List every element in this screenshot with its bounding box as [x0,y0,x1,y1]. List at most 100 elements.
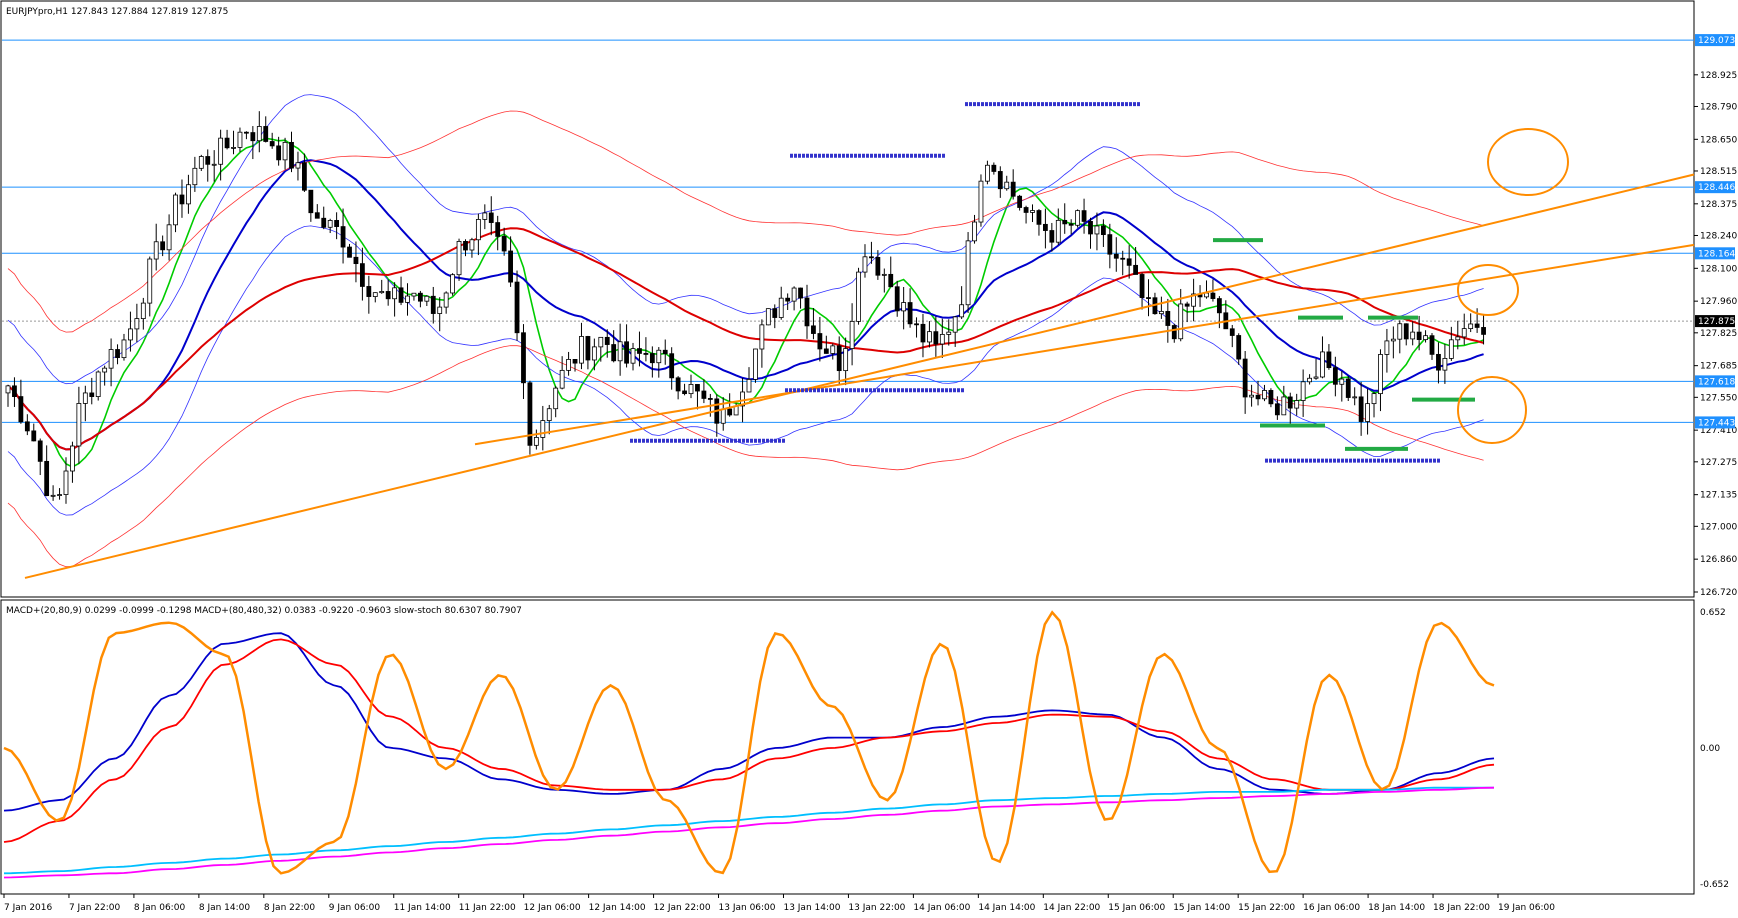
candle-body [140,302,146,320]
candle-body [31,430,37,442]
candle-body [424,295,430,302]
candle-body [1390,338,1396,342]
candle-body [997,171,1003,190]
candle-body [179,194,185,205]
candle-body [933,331,939,345]
candle-body [740,391,745,407]
candle-body [89,392,95,397]
candle-body [1281,396,1287,416]
candle-body [1107,234,1113,255]
candle-body [1294,400,1300,409]
candle-body [218,137,224,165]
candle-body [37,440,43,462]
candle-body [830,345,836,354]
price-header: EURJPYpro,H1 127.843 127.884 127.819 127… [6,7,228,17]
candle-body [856,271,861,322]
candle-body [1268,390,1274,405]
candle-body [1216,298,1222,314]
candle-body [811,325,816,334]
candle-body [488,212,494,223]
candle-body [533,437,539,446]
candle-body [24,421,30,432]
y-tick-label: 128.790 [1700,102,1737,112]
candle-body [1397,323,1403,340]
candle-body [637,348,642,354]
candle-body [456,241,462,276]
candle-body [862,256,868,273]
candle-body [1287,396,1293,409]
candle-body [463,241,468,251]
candle-body [1158,310,1164,315]
candle-body [643,353,649,355]
candle-body [1184,303,1190,307]
trendline-2 [474,243,1695,446]
candle-body [44,460,50,497]
candle-body [804,297,810,327]
candle-body [366,286,372,297]
candle-body [173,194,178,226]
candle-body [1010,181,1016,197]
level-tag [1695,416,1735,429]
candle-body [437,306,443,314]
candle-body [836,345,842,372]
candle-body [572,359,578,364]
level-tag [1695,247,1735,260]
candle-body [115,349,120,359]
candle-body [985,164,990,182]
candle-body [5,385,11,394]
indicator-line-2 [3,786,1494,875]
candle-body [566,359,571,371]
candle-body [70,445,75,472]
y-tick-label: 128.375 [1700,200,1737,210]
y-tick-label: 126.860 [1700,555,1737,565]
candle-body [843,348,849,372]
candle-body [952,316,958,333]
candle-body [224,137,230,149]
candle-body [514,281,520,334]
level-tag [1695,375,1735,388]
candle-body [907,302,913,325]
candle-body [888,273,894,288]
candle-body [121,339,127,359]
indicator-header: MACD+(20,80,9) 0.0299 -0.0999 -0.1298 MA… [6,606,522,616]
ind-tick-label: 0.652 [1700,608,1726,618]
candle-body [1004,181,1010,190]
candle-body [1416,331,1422,340]
candle-body [160,241,166,251]
candle-body [1300,381,1306,401]
x-tick-label: 18 Jan 14:00 [1368,903,1425,913]
candle-body [546,408,552,421]
candle-body [695,384,700,392]
x-tick-label: 8 Jan 14:00 [199,903,251,913]
candle-body [611,344,617,362]
candle-body [1410,331,1416,340]
bollinger-down [7,225,1484,516]
candle-body [475,219,481,241]
candle-body [1081,210,1087,222]
candle-body [108,349,114,369]
candle-body [508,250,513,283]
candle-body [263,126,269,142]
candle-body [95,371,101,397]
candle-body [18,396,24,423]
y-tick-label: 128.650 [1700,135,1737,145]
level-tag [1695,181,1735,194]
candle-body [849,320,855,349]
x-tick-label: 8 Jan 06:00 [134,903,186,913]
envelope-down [7,345,1484,568]
candle-body [978,180,984,223]
candle-body [1313,376,1319,379]
x-tick-label: 13 Jan 06:00 [719,903,776,913]
candle-body [482,212,488,220]
candle-body [1455,336,1461,341]
candle-body [630,348,636,364]
candle-body [991,164,997,172]
candle-body [353,256,359,265]
highlight-circle [1487,128,1569,196]
candle-body [1442,358,1448,371]
candle-body [901,302,907,312]
candle-body [398,287,404,303]
candle-body [946,331,952,335]
candle-body [869,256,874,259]
candle-body [688,384,694,395]
